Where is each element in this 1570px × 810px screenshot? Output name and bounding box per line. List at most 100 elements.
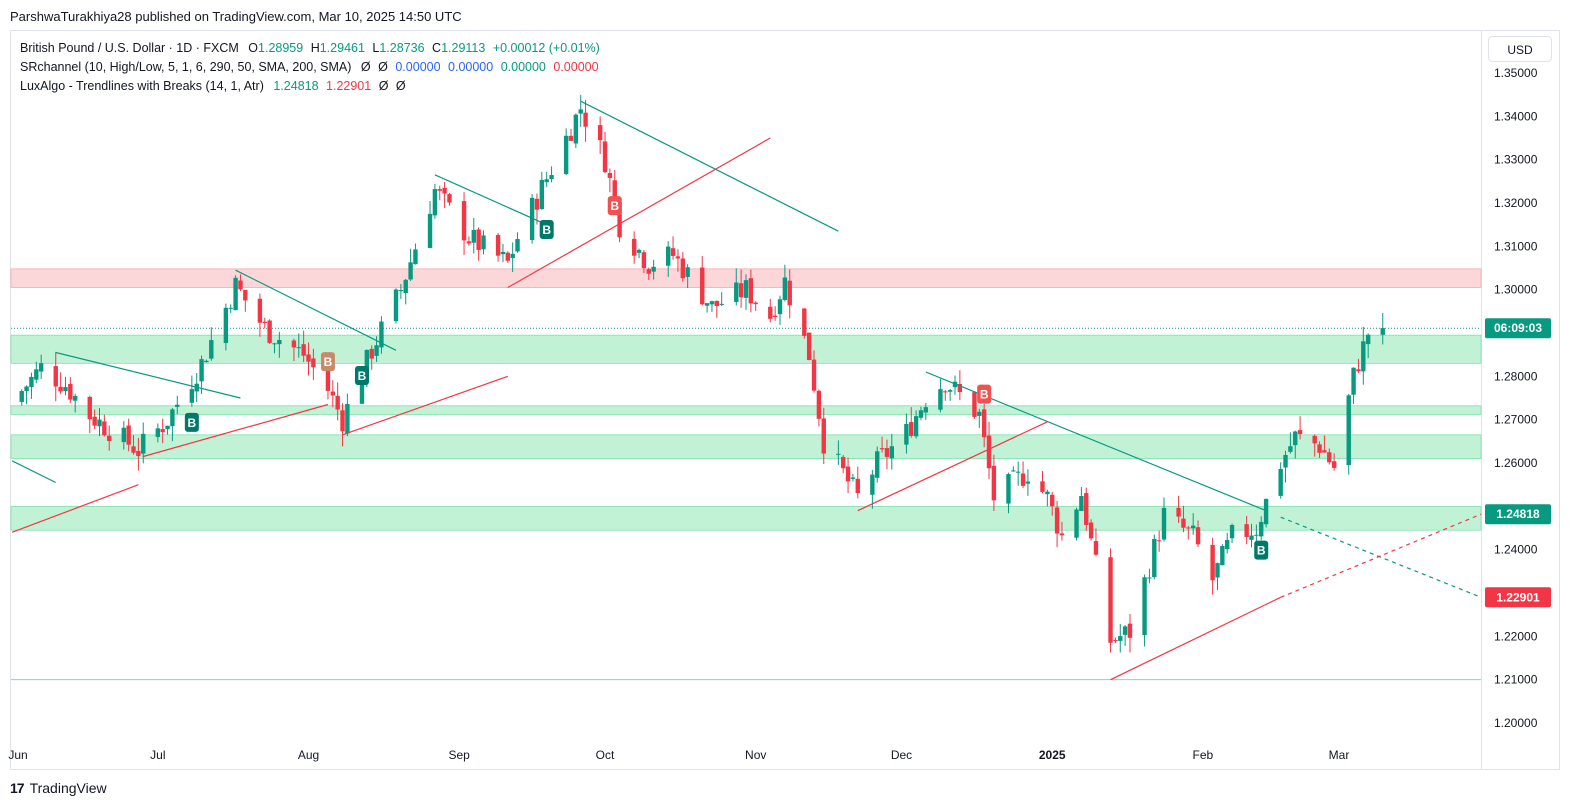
candle-body [991, 465, 997, 501]
candle-body [500, 251, 506, 255]
candle-body [670, 248, 676, 256]
candle-body [1108, 557, 1113, 643]
candle-body [58, 386, 63, 392]
legend-srchannel-row[interactable]: SRchannel (10, High/Low, 5, 1, 6, 290, 5… [20, 58, 600, 77]
trendline-projection-green [1280, 516, 1482, 598]
y-tick-label: 1.21000 [1494, 673, 1538, 687]
trendline-red-9[interactable] [857, 421, 1048, 512]
candle-body [107, 435, 112, 441]
y-tick-label: 1.22000 [1494, 629, 1538, 643]
price-tag-box [1485, 318, 1551, 339]
candle-body [510, 253, 515, 259]
trendline-red-6[interactable] [143, 403, 329, 458]
candle-body [666, 246, 671, 266]
candle-body [1331, 461, 1337, 468]
candle-body [413, 249, 418, 265]
price-tag-label: 06:09:03 [1494, 321, 1542, 335]
srchannel-null-2: Ø [378, 60, 388, 74]
sr-zone-support-3 [10, 434, 1482, 460]
candle-body [471, 229, 476, 243]
candle-body [393, 289, 399, 322]
candle-body [141, 433, 146, 454]
candle-body [748, 278, 754, 304]
chart-legend: British Pound / U.S. Dollar · 1D · FXCM … [20, 39, 600, 96]
candle-body [1263, 498, 1269, 525]
trendline-green-2[interactable] [434, 174, 547, 226]
break-label-box [1254, 540, 1269, 560]
trendline-red-7[interactable] [342, 375, 509, 436]
candle-body [602, 141, 608, 173]
candle-body [1015, 471, 1021, 473]
candle-body [1118, 636, 1123, 641]
srchannel-value-1: 0.00000 [395, 60, 441, 74]
trendline-red-5[interactable] [11, 484, 139, 533]
candle-body [165, 425, 170, 430]
candle-body [277, 339, 282, 345]
candle-body [1327, 452, 1332, 463]
price-axis[interactable] [1482, 30, 1560, 770]
candle-body [199, 359, 204, 382]
candle-body [243, 289, 248, 301]
break-label-text: B [1257, 544, 1266, 558]
legend-luxalgo-row[interactable]: LuxAlgo - Trendlines with Breaks (14, 1,… [20, 77, 600, 96]
candle-body [223, 307, 229, 343]
x-tick-label: Feb [1193, 748, 1214, 762]
candle-body [651, 266, 656, 272]
candle-body [612, 180, 617, 201]
candle-body [889, 446, 895, 459]
chart-pane[interactable] [10, 30, 1482, 770]
break-label-box [539, 220, 554, 239]
trendline-green-1[interactable] [235, 269, 397, 351]
candle-body [63, 387, 68, 392]
luxalgo-null-1: Ø [378, 79, 389, 93]
x-tick-label: Jun [8, 748, 27, 762]
candle-body [306, 354, 311, 362]
candle-body [549, 175, 554, 180]
trendline-green-3[interactable] [580, 100, 839, 232]
tradingview-logo[interactable]: 17 TradingView [10, 780, 107, 796]
candle-body [909, 422, 914, 436]
trendline-green-11[interactable] [11, 460, 57, 484]
candle-body [704, 303, 710, 306]
candle-body [685, 267, 690, 277]
candle-body [1186, 527, 1191, 529]
srchannel-value-3: 0.00000 [500, 60, 546, 74]
trendline-red-8[interactable] [507, 137, 771, 289]
candle-body [432, 189, 438, 216]
break-label-box [977, 384, 992, 404]
symbol-title[interactable]: British Pound / U.S. Dollar · 1D · FXCM [20, 41, 239, 55]
candle-body [1127, 623, 1133, 638]
x-tick-label: Aug [298, 748, 319, 762]
tradingview-brand: TradingView [29, 780, 107, 796]
candle-body [884, 448, 890, 457]
y-tick-label: 1.28000 [1494, 369, 1538, 383]
candle-body [875, 451, 880, 478]
candle-body [1215, 563, 1220, 578]
x-tick-label: 2025 [1039, 748, 1066, 762]
candle-body [1254, 534, 1259, 536]
candle-body [233, 277, 238, 311]
x-tick-label: Sep [449, 748, 471, 762]
price-tag-label: 1.24818 [1496, 507, 1540, 521]
candle-body [1288, 446, 1293, 452]
break-label-text: B [980, 388, 989, 402]
trendline-green-0[interactable] [55, 351, 241, 399]
candle-body [816, 390, 822, 419]
candle-body [986, 435, 992, 469]
candle-body [437, 189, 442, 191]
candle-body [427, 213, 433, 248]
candle-body [738, 283, 744, 298]
candle-body [734, 282, 739, 302]
candle-body [768, 306, 773, 319]
candle-body [1190, 525, 1196, 529]
trendline-red-10[interactable] [1110, 596, 1281, 681]
candle-body [38, 363, 44, 372]
candle-body [636, 249, 642, 253]
candle-body [938, 389, 943, 410]
candle-body [631, 238, 637, 256]
currency-button[interactable]: USD [1488, 36, 1552, 62]
candle-body [709, 301, 715, 305]
candle-body [782, 277, 788, 300]
sr-zone-support-2 [10, 405, 1482, 415]
candle-body [563, 135, 569, 174]
